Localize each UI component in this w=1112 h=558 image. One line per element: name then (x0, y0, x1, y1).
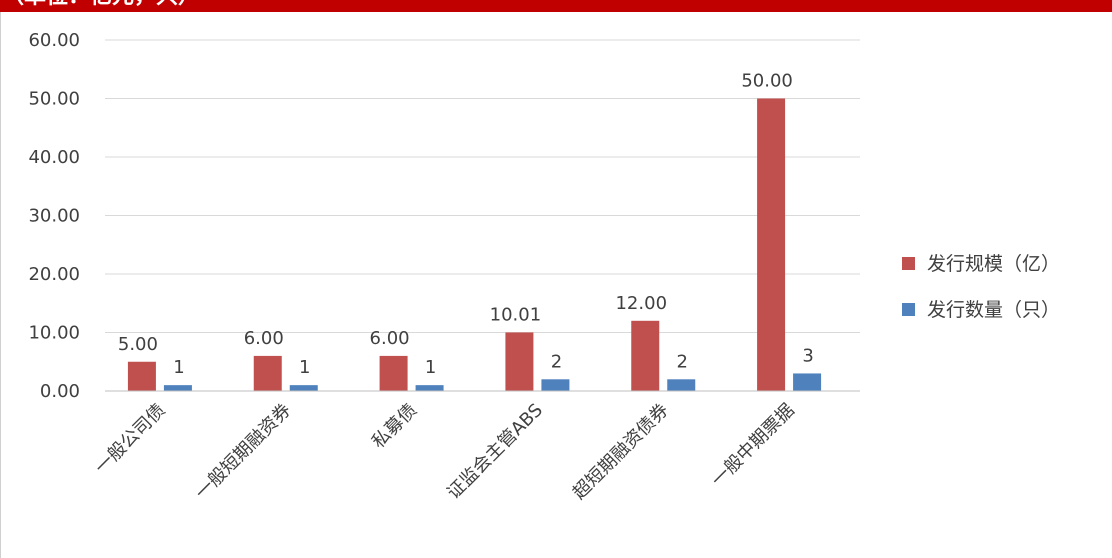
data-label-count: 3 (802, 345, 813, 366)
data-label-scale: 5.00 (118, 334, 158, 355)
bar-count (541, 379, 570, 391)
data-label-count: 2 (677, 351, 688, 372)
x-tick-label: 一般短期融资券 (191, 400, 295, 504)
bar-count (793, 373, 822, 391)
x-tick-label: 超短期融资债券 (569, 400, 673, 504)
legend-label: 发行数量（只） (927, 299, 1060, 321)
data-label-scale: 50.00 (741, 71, 793, 92)
bar-scale (631, 320, 660, 391)
bar-count (415, 385, 444, 391)
y-tick-label: 20.00 (28, 264, 80, 285)
data-label-count: 1 (299, 357, 310, 378)
bars (127, 98, 822, 391)
chart-frame (0, 12, 1112, 558)
y-tick-label: 60.00 (28, 30, 80, 51)
legend-label: 发行规模（亿） (927, 253, 1060, 275)
y-tick-label: 0.00 (40, 381, 80, 402)
data-label-count: 1 (173, 357, 184, 378)
x-axis: 一般公司债 一般短期融资券 私募债 证监会主管ABS 超短期融资债券 一般中期票据 (91, 390, 860, 504)
data-label-scale: 6.00 (244, 328, 284, 349)
y-tick-label: 10.00 (28, 323, 80, 344)
data-label-scale: 10.01 (490, 304, 542, 325)
bar-scale (757, 98, 786, 391)
gridlines (105, 39, 860, 333)
bar-count (163, 385, 192, 391)
data-label-count: 2 (551, 351, 562, 372)
data-labels: 5.00 1 6.00 1 6.00 1 10.01 2 12.00 2 50.00 3 (118, 71, 814, 379)
legend: 发行规模（亿） 发行数量（只） (902, 253, 1060, 321)
bar-count (289, 385, 318, 391)
legend-swatch (902, 303, 915, 316)
bar-scale (505, 332, 534, 391)
y-axis: 0.00 10.00 20.00 30.00 40.00 50.00 60.00 (28, 30, 80, 402)
bar-scale (127, 361, 156, 391)
y-tick-label: 50.00 (28, 89, 80, 110)
bar-count (667, 379, 696, 391)
x-tick-label: 证监会主管ABS (443, 400, 547, 504)
x-tick-label: 一般公司债 (91, 400, 169, 478)
x-tick-label: 私募债 (368, 400, 421, 453)
bar-scale (253, 355, 282, 391)
y-tick-label: 40.00 (28, 147, 80, 168)
data-label-scale: 12.00 (615, 293, 667, 314)
y-tick-label: 30.00 (28, 206, 80, 227)
x-tick-label: 一般中期票据 (707, 400, 798, 491)
header-unit-text: （单位：亿元，只） (2, 0, 200, 8)
header-banner: （单位：亿元，只） (0, 0, 1112, 12)
data-label-count: 1 (425, 357, 436, 378)
bar-scale (379, 355, 408, 391)
data-label-scale: 6.00 (370, 328, 410, 349)
legend-swatch (902, 257, 915, 270)
